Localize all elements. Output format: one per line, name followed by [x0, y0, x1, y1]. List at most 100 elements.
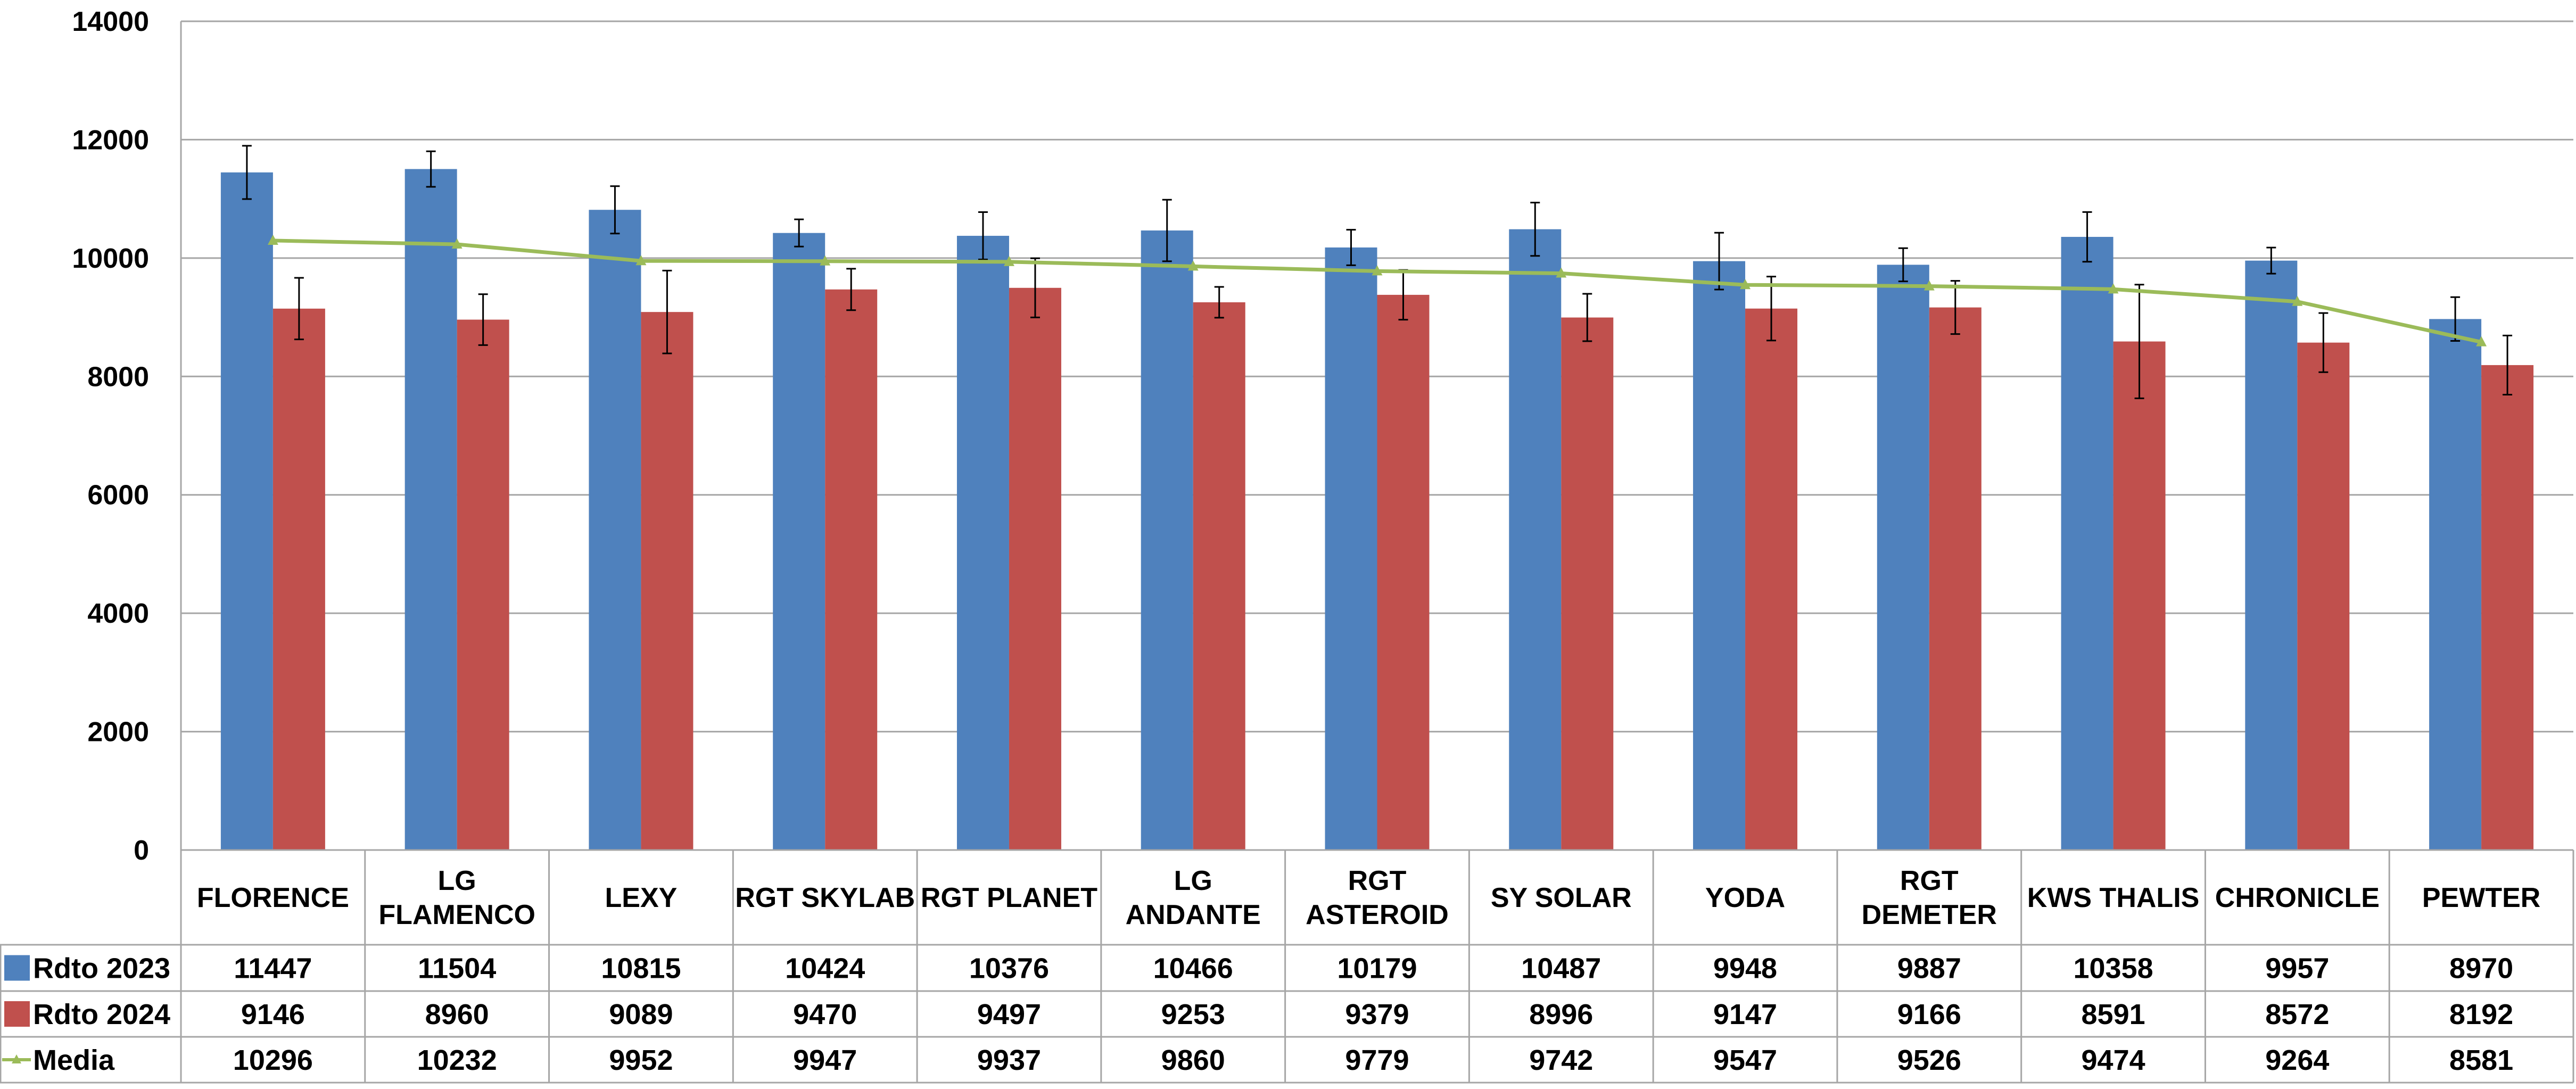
bar-rdto-2023 [2245, 260, 2298, 850]
table-cell: 11447 [234, 953, 312, 985]
table-cell: 9474 [2082, 1044, 2145, 1076]
category-label: RGT SKYLAB [735, 882, 915, 913]
bar-rdto-2024 [2481, 365, 2534, 850]
y-tick-label: 4000 [87, 598, 149, 629]
table-cell: 10232 [417, 1044, 497, 1076]
y-tick-label: 14000 [72, 6, 149, 37]
bar-rdto-2023 [404, 169, 457, 851]
data-table: FLORENCE LG FLAMENCO LEXY RGT SKYLAB RGT PLAN… [0, 849, 2574, 1084]
bar-rdto-2023 [1141, 230, 1193, 851]
category-label: FLAMENCO [378, 900, 535, 930]
category-label: LG [438, 865, 476, 896]
table-cell: 9952 [609, 1044, 673, 1076]
bar-rdto-2023 [1509, 229, 1562, 850]
bar-rdto-2023 [956, 236, 1009, 851]
table-cell: 9547 [1713, 1044, 1777, 1076]
table-cell: 10376 [969, 953, 1049, 985]
legend-key-rdto-2023 [4, 955, 30, 981]
table-cell: 9379 [1345, 999, 1409, 1030]
table-cell: 9957 [2265, 953, 2329, 985]
media-point [1740, 279, 1751, 290]
bar-rdto-2023 [1877, 265, 1929, 851]
table-cell: 8591 [2082, 999, 2145, 1030]
bar-rdto-2023 [589, 210, 641, 850]
table-cell: 10466 [1153, 953, 1233, 985]
media-point [1372, 265, 1383, 276]
category-label: LEXY [605, 882, 678, 913]
category-label: RGT PLANET [921, 882, 1097, 913]
bar-rdto-2024 [2113, 341, 2166, 850]
legend-key-rdto-2024 [4, 1001, 30, 1027]
table-cell: 9089 [609, 999, 673, 1030]
table-cell: 11504 [418, 953, 496, 985]
row-label: Rdto 2024 [33, 999, 170, 1030]
category-label: RGT [1348, 865, 1407, 896]
table-cell: 9253 [1161, 999, 1225, 1030]
table-cell: 9937 [977, 1044, 1041, 1076]
table-cell: 9887 [1897, 953, 1961, 985]
bar-rdto-2024 [641, 312, 693, 850]
table-cell: 8960 [425, 999, 489, 1030]
legend-key-media-marker [12, 1054, 21, 1063]
category-label: KWS THALIS [2027, 882, 2200, 913]
table-cell: 8192 [2449, 999, 2513, 1030]
table-cell: 8581 [2449, 1044, 2513, 1076]
bar-rdto-2024 [2297, 342, 2350, 850]
media-point [2476, 336, 2487, 346]
y-tick-label: 10000 [72, 243, 149, 274]
table-cell: 10815 [601, 953, 681, 985]
table-cell: 8996 [1529, 999, 1593, 1030]
bar-rdto-2024 [1929, 307, 1981, 850]
bar-rdto-2023 [1693, 261, 1746, 851]
bar-rdto-2024 [1009, 287, 1061, 851]
table-cell: 9948 [1713, 953, 1777, 985]
bar-rdto-2024 [1377, 294, 1430, 851]
table-cell: 10296 [233, 1044, 313, 1076]
table-cell: 9147 [1713, 999, 1777, 1030]
table-cell: 9779 [1345, 1044, 1409, 1076]
y-tick-label: 12000 [72, 125, 149, 155]
table-cell: 10487 [1521, 953, 1601, 985]
category-label: ASTEROID [1306, 900, 1449, 930]
media-point [2292, 295, 2303, 306]
table-cell: 10424 [785, 953, 865, 985]
table-cell: 9470 [793, 999, 857, 1030]
bar-rdto-2023 [773, 233, 825, 850]
y-tick-label: 8000 [87, 361, 149, 392]
bar-rdto-2023 [1325, 247, 1377, 850]
category-label: DEMETER [1862, 900, 1997, 930]
media-line [267, 234, 2487, 346]
bar-rdto-2024 [457, 319, 509, 850]
category-label: SY SOLAR [1491, 882, 1632, 913]
bar-rdto-2024 [273, 308, 325, 850]
table-cell: 9497 [977, 999, 1041, 1030]
table-cell: 9146 [241, 999, 305, 1030]
row-label: Rdto 2023 [33, 953, 170, 985]
media-point [1187, 260, 1199, 271]
y-tick-label: 6000 [87, 480, 149, 511]
bar-rdto-2023 [2429, 319, 2482, 850]
y-axis: 0 2000 4000 6000 8000 10000 12000 14000 [72, 6, 182, 866]
category-label: CHRONICLE [2215, 882, 2380, 913]
table-cell: 8572 [2265, 999, 2329, 1030]
media-point [267, 234, 278, 245]
table-cell: 9264 [2265, 1044, 2329, 1076]
bar-rdto-2024 [1745, 308, 1798, 850]
media-point [1003, 255, 1014, 266]
y-tick-label: 0 [134, 835, 149, 866]
table-cell: 9742 [1529, 1044, 1593, 1076]
category-label: YODA [1705, 882, 1785, 913]
bar-rdto-2023 [2061, 237, 2113, 850]
table-cell: 9166 [1897, 999, 1961, 1030]
error-bars [242, 145, 2513, 399]
bar-rdto-2024 [1193, 302, 1245, 850]
table-cell: 10179 [1337, 953, 1417, 985]
category-label: ANDANTE [1126, 900, 1261, 930]
bar-rdto-2024 [825, 289, 878, 850]
table-cell: 9860 [1161, 1044, 1225, 1076]
media-point [2108, 283, 2119, 294]
table-cell: 9526 [1897, 1044, 1961, 1076]
media-point [451, 238, 463, 249]
media-point [1923, 280, 1935, 291]
